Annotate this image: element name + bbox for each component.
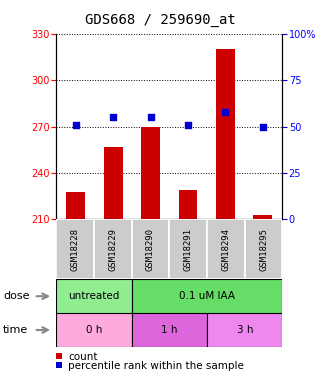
Text: GSM18229: GSM18229 — [108, 228, 117, 271]
Point — [148, 114, 153, 120]
Bar — [66, 192, 85, 219]
Bar — [169, 219, 207, 279]
Bar — [245, 219, 282, 279]
Point — [73, 122, 78, 128]
Text: GSM18295: GSM18295 — [259, 228, 268, 271]
Text: GSM18290: GSM18290 — [146, 228, 155, 271]
Bar — [216, 49, 235, 219]
Bar — [132, 219, 169, 279]
Point — [260, 124, 265, 130]
Bar — [132, 313, 207, 347]
Bar — [132, 279, 282, 313]
Bar — [179, 190, 197, 219]
Text: count: count — [68, 352, 98, 362]
Point — [186, 122, 191, 128]
Bar — [141, 127, 160, 219]
Text: GDS668 / 259690_at: GDS668 / 259690_at — [85, 13, 236, 27]
Text: 3 h: 3 h — [237, 325, 253, 335]
Text: 1 h: 1 h — [161, 325, 178, 335]
Text: 0.1 uM IAA: 0.1 uM IAA — [179, 291, 235, 301]
Point — [223, 109, 228, 115]
Text: time: time — [3, 325, 29, 335]
Bar — [254, 215, 272, 219]
Bar — [56, 219, 94, 279]
Bar — [207, 219, 245, 279]
Point — [111, 114, 116, 120]
Bar — [207, 313, 282, 347]
Text: GSM18228: GSM18228 — [71, 228, 80, 271]
Bar — [56, 313, 132, 347]
Bar — [104, 147, 123, 219]
Text: 0 h: 0 h — [86, 325, 102, 335]
Text: untreated: untreated — [68, 291, 120, 301]
Text: dose: dose — [3, 291, 30, 301]
Text: GSM18291: GSM18291 — [184, 228, 193, 271]
Text: percentile rank within the sample: percentile rank within the sample — [68, 361, 244, 371]
Bar — [56, 279, 132, 313]
Bar — [94, 219, 132, 279]
Text: GSM18294: GSM18294 — [221, 228, 230, 271]
